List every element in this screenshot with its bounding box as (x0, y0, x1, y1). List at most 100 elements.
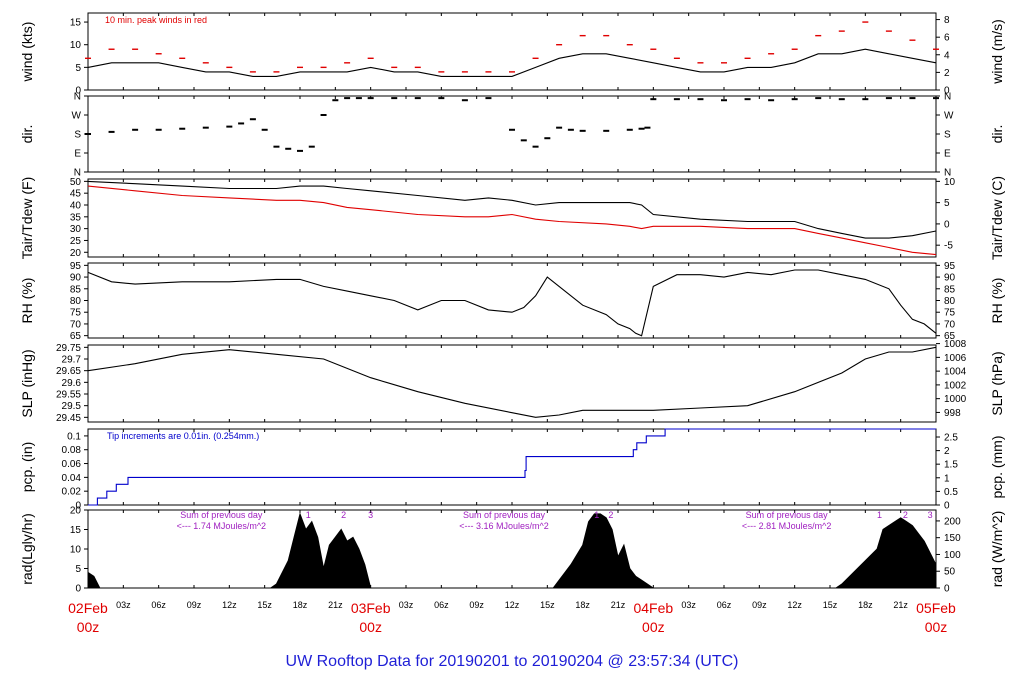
peak-marker: 2 (608, 510, 613, 520)
left-tick-label: S (74, 130, 81, 141)
right-tick-label: 1008 (944, 339, 967, 350)
right-tick-label: S (944, 130, 951, 141)
x-tick-label: 06z (717, 600, 732, 610)
x-tick-label: 03z (399, 600, 414, 610)
plot-frame (87, 344, 937, 423)
series-dir-point (509, 128, 515, 131)
right-axis-label: Tair/Tdew (C) (989, 176, 1005, 260)
right-tick-label: 10 (944, 177, 956, 188)
x-tick-label: 03z (116, 600, 131, 610)
day-sum-title: Sum of previous day (180, 510, 263, 520)
plot-frame (87, 12, 937, 91)
series-peak-point (933, 48, 939, 50)
series-peak-point (673, 57, 680, 59)
right-tick-label: 200 (944, 516, 961, 527)
series-dir-point (579, 129, 586, 132)
x-tick-label: 21z (611, 600, 626, 610)
series-peak-point (226, 66, 233, 69)
plot-frame (87, 95, 937, 173)
right-tick-label: 4 (944, 50, 950, 61)
left-axis-label: pcp. (in) (19, 442, 35, 493)
series-peak-point (344, 62, 351, 64)
x-day-time-label: 00z (359, 619, 382, 635)
left-tick-label: 5 (75, 63, 81, 74)
right-tick-label: 1 (944, 473, 950, 484)
series-dir-point (261, 128, 268, 131)
right-tick-label: 998 (944, 408, 961, 419)
series-dir-point (544, 137, 551, 140)
series-dir-point (838, 98, 845, 101)
series-dir-point (673, 98, 680, 101)
right-tick-label: 0 (944, 219, 950, 230)
series-dir-point (132, 128, 139, 131)
series-peak-point (320, 66, 327, 69)
x-tick-label: 12z (505, 600, 520, 610)
x-day-time-label: 00z (642, 619, 665, 635)
series-dir-point (909, 97, 916, 100)
left-tick-label: 0 (75, 86, 81, 97)
series-peak-point (249, 71, 256, 73)
left-tick-label: 29.45 (56, 413, 81, 424)
right-tick-label: 1002 (944, 380, 967, 391)
x-tick-label: 18z (575, 600, 590, 610)
series-dir-point (155, 128, 162, 131)
peak-marker: 3 (368, 510, 373, 520)
right-tick-label: E (944, 149, 951, 160)
left-tick-label: 29.5 (62, 401, 82, 412)
peak-marker: 1 (594, 510, 599, 520)
right-tick-label: 2 (944, 446, 950, 457)
right-tick-label: 2.5 (944, 433, 958, 444)
series-dir-point (638, 127, 645, 130)
series-peak-point (155, 53, 162, 55)
left-tick-label: 65 (70, 331, 82, 342)
left-tick-label: 95 (70, 261, 82, 272)
series-Tair-line (87, 180, 937, 239)
x-day-label: 02Feb (68, 600, 108, 616)
series-dir-point (862, 98, 869, 101)
series-peak-point (721, 62, 727, 64)
right-tick-label: N (944, 168, 951, 179)
series-peak-point (791, 48, 798, 50)
right-tick-label: 6 (944, 33, 950, 44)
series-peak-point (485, 71, 492, 73)
series-peak-point (579, 34, 586, 37)
series-peak-point (414, 66, 421, 69)
x-tick-label: 09z (187, 600, 202, 610)
series-dir-point (644, 126, 651, 129)
series-dir-point (367, 97, 374, 100)
x-tick-label: 09z (752, 600, 767, 610)
x-tick-label: 15z (257, 600, 272, 610)
left-tick-label: W (72, 111, 82, 122)
right-tick-label: 100 (944, 550, 961, 561)
panel-wind: 0 5 10 15 0 2 4 6 8 wind (kts) wind (m/s) 10 min. p… (19, 12, 1005, 97)
left-tick-label: 10 (70, 40, 82, 51)
series-peak-point (838, 30, 845, 32)
right-tick-label: 0.5 (944, 487, 958, 498)
x-day-label: 03Feb (351, 600, 391, 616)
x-day-label: 05Feb (916, 600, 956, 616)
left-axis-label: wind (kts) (19, 22, 35, 83)
left-tick-label: 0.1 (67, 431, 81, 442)
right-tick-label: 0 (944, 584, 950, 595)
series-wind-line (87, 48, 937, 77)
plot-frame (87, 428, 937, 506)
series-dir-point (332, 99, 339, 102)
series-peak-point (132, 48, 139, 50)
x-tick-label: 15z (823, 600, 838, 610)
panel-pcp: 0 0.02 0.04 0.06 0.08 0.1 0 0.5 1 1.5 2 2.5 pcp. (in… (19, 428, 1005, 512)
series-peak-point (367, 57, 374, 59)
plot-frame (87, 178, 937, 258)
x-tick-label: 18z (858, 600, 873, 610)
x-tick-label: 09z (469, 600, 484, 610)
peak-marker: 1 (306, 510, 311, 520)
series-peak-point (603, 34, 610, 37)
right-tick-label: 70 (944, 319, 956, 330)
series-rad-area (87, 512, 937, 589)
series-dir-point (697, 98, 704, 101)
series-peak-point (697, 62, 704, 64)
right-tick-label: 8 (944, 15, 950, 26)
left-tick-label: 15 (70, 18, 82, 29)
series-dir-point (179, 127, 186, 130)
left-tick-label: 5 (75, 564, 81, 575)
